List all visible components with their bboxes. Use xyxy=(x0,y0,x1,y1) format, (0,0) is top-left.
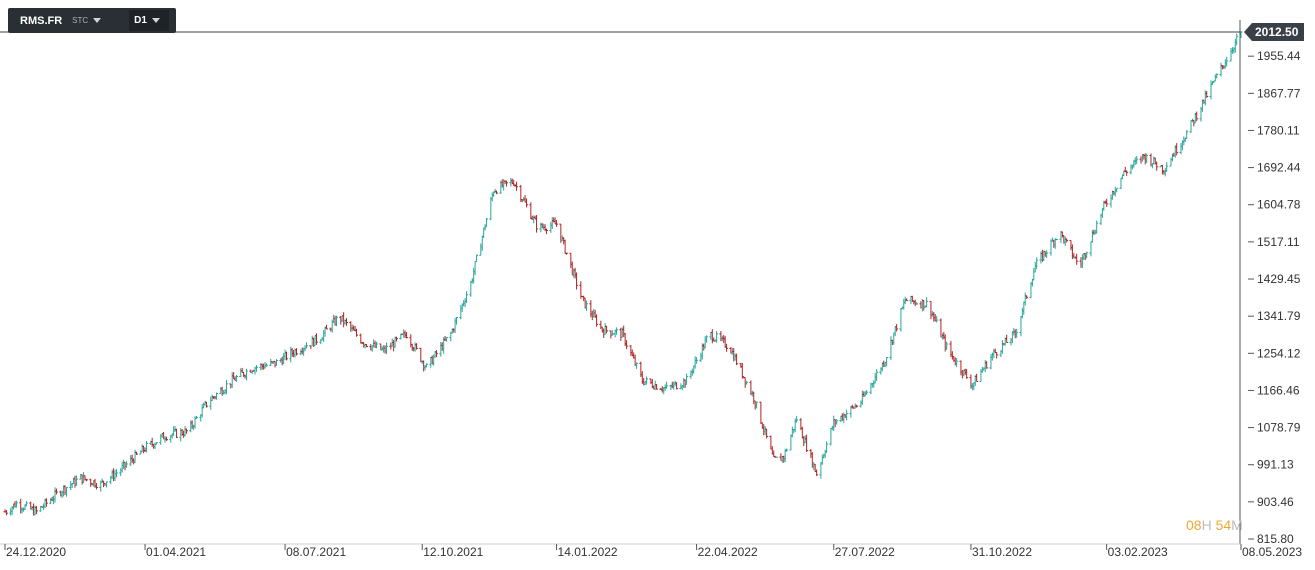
timeframe-dropdown-icon[interactable] xyxy=(151,18,160,23)
instrument-type-label: STC xyxy=(72,16,89,25)
y-tick-label: 903.46 xyxy=(1257,495,1294,509)
y-tick-label: 991.13 xyxy=(1257,458,1294,472)
timeframe-label: D1 xyxy=(134,15,147,26)
y-tick-label: 1955.44 xyxy=(1257,49,1301,63)
candle-countdown: 08H 54M xyxy=(1186,517,1243,533)
timeframe-select[interactable]: D1 xyxy=(129,10,170,31)
chart-toolbar[interactable]: RMS.FR STC D1 xyxy=(8,8,176,33)
symbol-dropdown-icon[interactable] xyxy=(93,18,102,23)
x-tick-label: 14.01.2022 xyxy=(558,545,618,559)
x-tick-label: 24.12.2020 xyxy=(6,545,66,559)
y-tick-label: 1867.77 xyxy=(1257,86,1301,100)
x-tick-label: 08.05.2023 xyxy=(1242,545,1302,559)
x-tick-label: 22.04.2022 xyxy=(698,545,758,559)
y-tick-label: 1166.46 xyxy=(1257,383,1300,397)
current-price-label: 2012.50 xyxy=(1255,25,1299,39)
current-price-tag xyxy=(1244,23,1304,41)
y-tick-label: 1341.79 xyxy=(1257,309,1301,323)
y-tick-label: 1517.11 xyxy=(1257,235,1300,249)
symbol-label[interactable]: RMS.FR xyxy=(20,14,63,27)
countdown-minutes-unit: M xyxy=(1231,517,1243,533)
x-tick-label: 08.07.2021 xyxy=(286,545,346,559)
y-tick-label: 1254.12 xyxy=(1257,346,1301,360)
x-tick-label: 12.10.2021 xyxy=(423,545,483,559)
countdown-hours-unit: H xyxy=(1201,517,1212,533)
y-tick-label: 815.80 xyxy=(1257,532,1294,546)
y-tick-label: 1078.79 xyxy=(1257,421,1301,435)
x-tick-label: 03.02.2023 xyxy=(1108,545,1168,559)
countdown-minutes: 54 xyxy=(1215,517,1232,533)
x-tick-label: 27.07.2022 xyxy=(835,545,895,559)
x-tick-label: 31.10.2022 xyxy=(972,545,1032,559)
countdown-hours: 08 xyxy=(1186,517,1202,533)
y-tick-label: 1429.45 xyxy=(1257,272,1301,286)
y-tick-label: 1604.78 xyxy=(1257,198,1301,212)
y-tick-label: 1692.44 xyxy=(1257,161,1301,175)
x-tick-label: 01.04.2021 xyxy=(146,545,206,559)
y-tick-label: 1780.11 xyxy=(1257,123,1300,137)
